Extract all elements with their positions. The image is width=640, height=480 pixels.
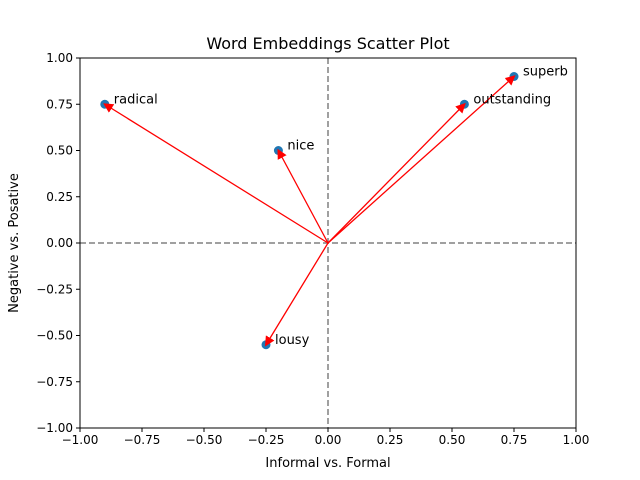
y-axis-label: Negative vs. Posative bbox=[7, 173, 22, 313]
point-label-radical: radical bbox=[114, 92, 158, 107]
x-tick-label: −0.25 bbox=[248, 433, 285, 447]
point-label-lousy: lousy bbox=[275, 333, 310, 348]
point-label-superb: superb bbox=[523, 65, 568, 80]
point-label-outstanding: outstanding bbox=[473, 92, 551, 107]
plot-frame bbox=[79, 57, 577, 429]
arrow-superb bbox=[327, 75, 516, 244]
y-tick-label: 0.75 bbox=[46, 97, 73, 111]
arrow-outstanding bbox=[327, 102, 466, 244]
y-tick-label: 0.00 bbox=[46, 236, 73, 250]
chart-title: Word Embeddings Scatter Plot bbox=[206, 34, 449, 53]
x-tick-label: −0.50 bbox=[186, 433, 223, 447]
arrow-radical bbox=[103, 103, 329, 244]
x-tick-label: 0.50 bbox=[439, 433, 466, 447]
x-axis-label: Informal vs. Formal bbox=[265, 456, 390, 471]
x-tick-label: −1.00 bbox=[62, 433, 99, 447]
y-tick-label: −1.00 bbox=[36, 421, 73, 435]
x-tick-label: −0.75 bbox=[124, 433, 161, 447]
y-tick-label: 0.25 bbox=[46, 190, 73, 204]
y-tick-label: 1.00 bbox=[46, 51, 73, 65]
y-tick-label: −0.75 bbox=[36, 375, 73, 389]
arrow-nice bbox=[277, 148, 329, 244]
x-tick-label: 1.00 bbox=[563, 433, 590, 447]
x-tick-label: 0.75 bbox=[501, 433, 528, 447]
x-tick-label: 0.25 bbox=[377, 433, 404, 447]
y-tick-label: 0.50 bbox=[46, 144, 73, 158]
point-label-nice: nice bbox=[287, 139, 314, 154]
y-tick-label: −0.50 bbox=[36, 329, 73, 343]
y-tick-label: −0.25 bbox=[36, 282, 73, 296]
arrow-lousy bbox=[264, 242, 329, 347]
x-tick-label: 0.00 bbox=[315, 433, 342, 447]
